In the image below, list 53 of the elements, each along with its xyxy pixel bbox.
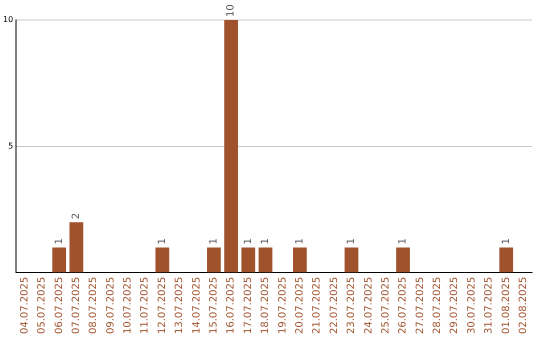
x-tick-label: 27.07.2025 [414,276,426,334]
bar [396,247,410,272]
x-tick-label: 10.07.2025 [122,276,134,334]
x-tick-label: 11.07.2025 [140,276,151,334]
x-tick-label: 18.07.2025 [260,276,272,334]
data-label: 1 [294,238,306,244]
data-label: 1 [242,238,254,244]
bar [155,247,170,272]
x-tick-label: 07.07.2025 [70,276,82,334]
data-label: 1 [346,238,358,244]
x-tick-label: 21.07.2025 [312,276,323,334]
x-tick-label: 04.07.2025 [19,276,30,334]
bar [344,247,358,272]
x-tick-label: 17.07.2025 [242,276,254,334]
x-tick-label: 20.07.2025 [294,276,306,334]
x-tick-label: 02.08.2025 [518,276,529,334]
x-tick-label: 01.08.2025 [500,276,512,334]
bar [258,247,272,272]
x-tick-label: 05.07.2025 [36,276,48,334]
x-tick-label: 14.07.2025 [191,276,202,334]
data-label: 2 [70,212,82,220]
x-tick-label: 25.07.2025 [380,276,392,334]
bar [69,222,84,272]
x-tick-label: 06.07.2025 [54,276,65,334]
data-label: 1 [54,238,65,244]
bar [52,247,66,272]
x-tick-label: 19.07.2025 [277,276,288,334]
x-tick-label: 13.07.2025 [174,276,186,334]
x-tick-label: 23.07.2025 [346,276,358,334]
x-tick-label: 09.07.2025 [105,276,116,334]
data-label: 1 [398,238,409,244]
x-tick-label: 28.07.2025 [432,276,444,334]
x-tick-label: 29.07.2025 [449,276,460,334]
bar [293,247,307,272]
x-tick-label: 08.07.2025 [88,276,100,334]
data-label: 1 [500,238,512,244]
x-tick-label: 26.07.2025 [398,276,409,334]
data-label: 1 [156,238,168,244]
bar [241,247,256,272]
data-label: 1 [260,238,272,244]
x-tick-label: 30.07.2025 [466,276,478,334]
x-tick-label: 15.07.2025 [208,276,220,334]
bar [499,247,514,272]
x-tick-label: 31.07.2025 [484,276,495,334]
y-tick-label: 5 [8,141,14,150]
data-label: 10 [226,4,237,17]
bar [207,247,221,272]
x-tick-label: 16.07.2025 [226,276,237,334]
x-tick-label: 22.07.2025 [328,276,340,334]
bar [224,20,238,272]
x-tick-label: 24.07.2025 [363,276,374,334]
data-label: 1 [208,238,220,244]
x-tick-label: 12.07.2025 [156,276,168,334]
